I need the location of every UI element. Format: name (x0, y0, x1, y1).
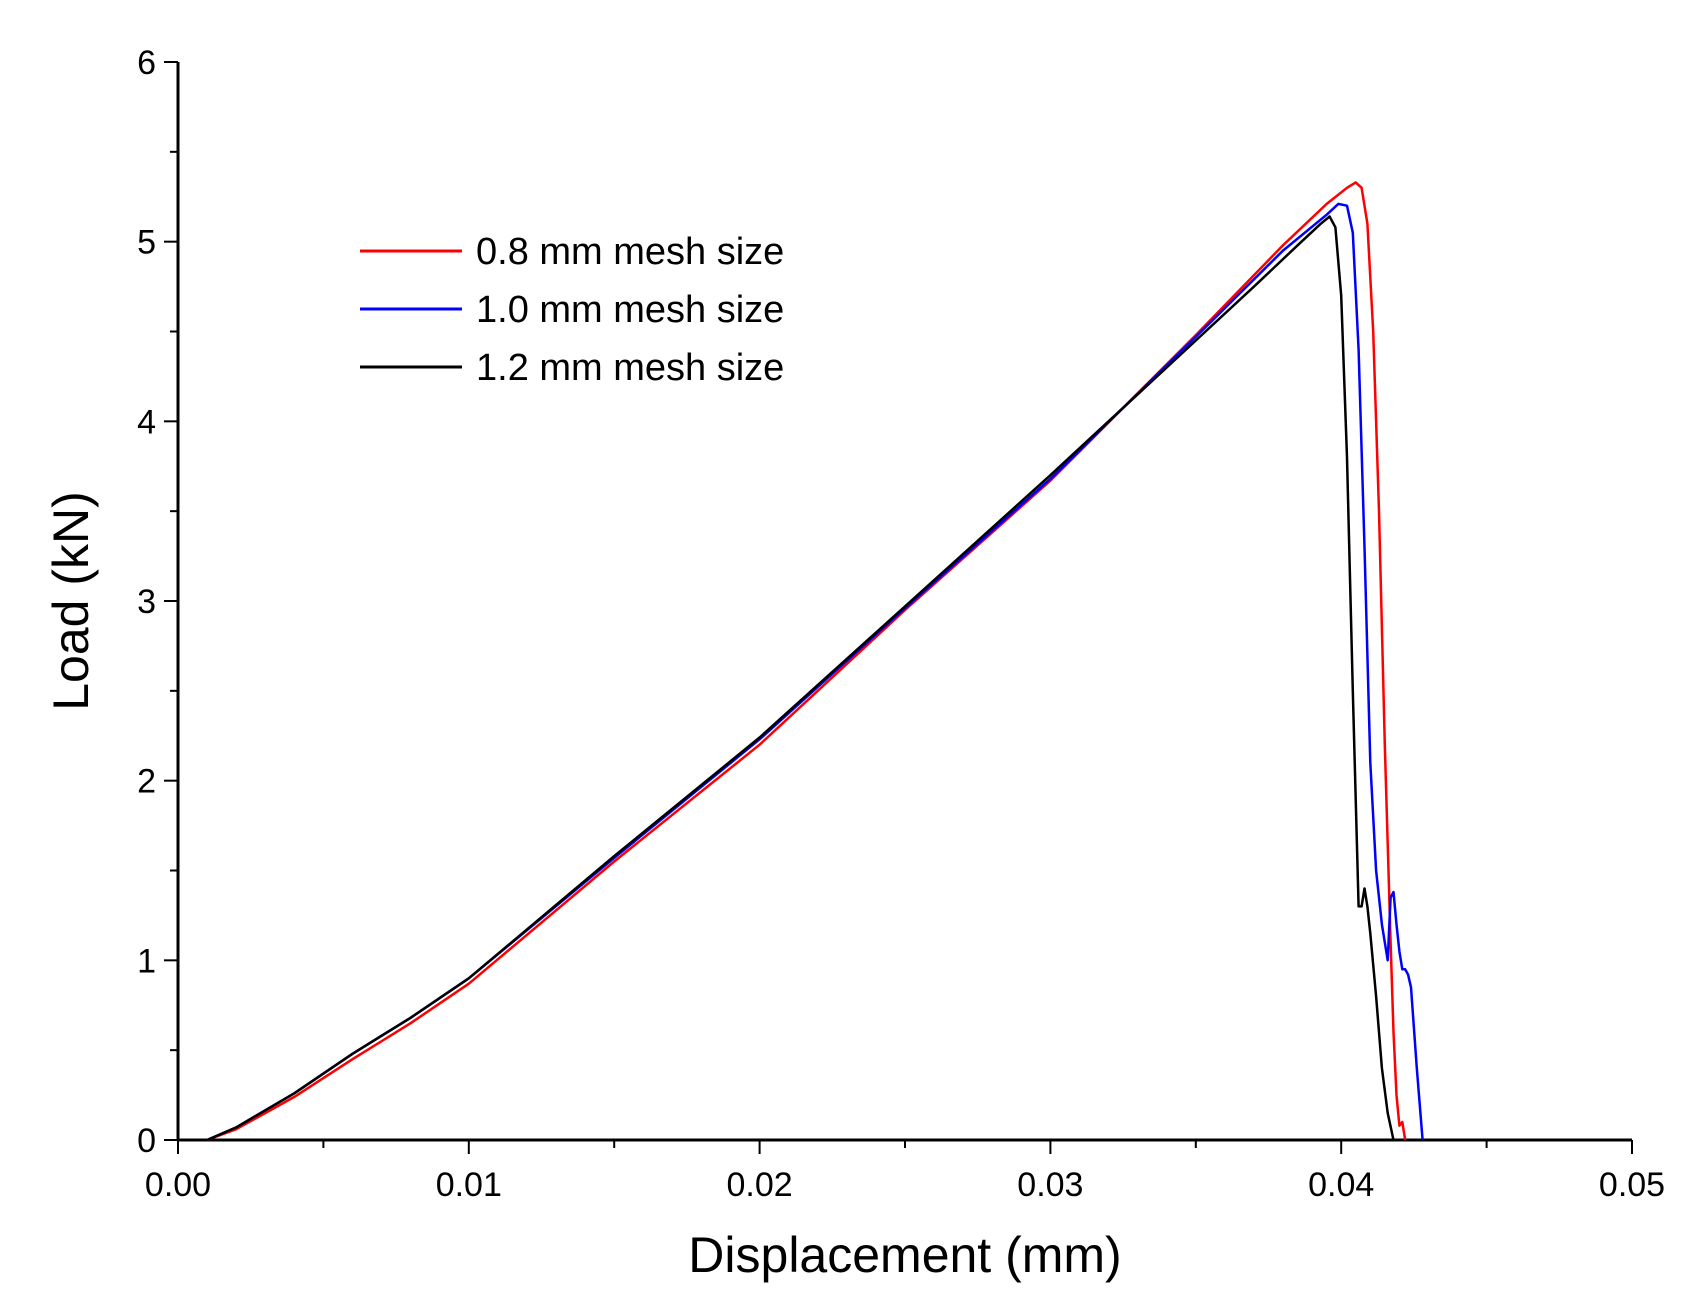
y-tick-label: 3 (137, 583, 156, 621)
series-line-2 (206, 215, 1395, 1142)
y-ticks: 0 1 2 3 4 5 6 (137, 44, 178, 1160)
axes (176, 62, 1632, 1142)
legend-label-series-0: 0.8 mm mesh size (476, 231, 784, 273)
x-tick-label: 0.01 (436, 1166, 502, 1204)
y-tick-label: 5 (137, 224, 156, 262)
y-tick-label: 2 (137, 763, 156, 801)
y-tick-label: 1 (137, 942, 156, 980)
legend-label-series-1: 1.0 mm mesh size (476, 289, 784, 331)
x-tick-label: 0.03 (1017, 1166, 1083, 1204)
y-tick-label: 0 (137, 1122, 156, 1160)
series-line-0 (206, 181, 1407, 1142)
x-tick-label: 0.00 (145, 1166, 211, 1204)
legend: 0.8 mm mesh size 1.0 mm mesh size 1.2 mm… (360, 231, 784, 389)
x-tick-label: 0.05 (1599, 1166, 1665, 1204)
x-tick-label: 0.02 (727, 1166, 793, 1204)
series-line-1 (206, 202, 1424, 1142)
x-axis-title: Displacement (mm) (688, 1227, 1121, 1283)
legend-label-series-2: 1.2 mm mesh size (476, 347, 784, 389)
x-ticks: 0.00 0.01 0.02 0.03 0.04 0.05 (145, 1140, 1665, 1204)
y-axis-title: Load (kN) (43, 491, 99, 711)
series-group (206, 181, 1424, 1142)
x-tick-label: 0.04 (1308, 1166, 1374, 1204)
y-tick-label: 6 (137, 44, 156, 82)
y-tick-label: 4 (137, 403, 156, 441)
